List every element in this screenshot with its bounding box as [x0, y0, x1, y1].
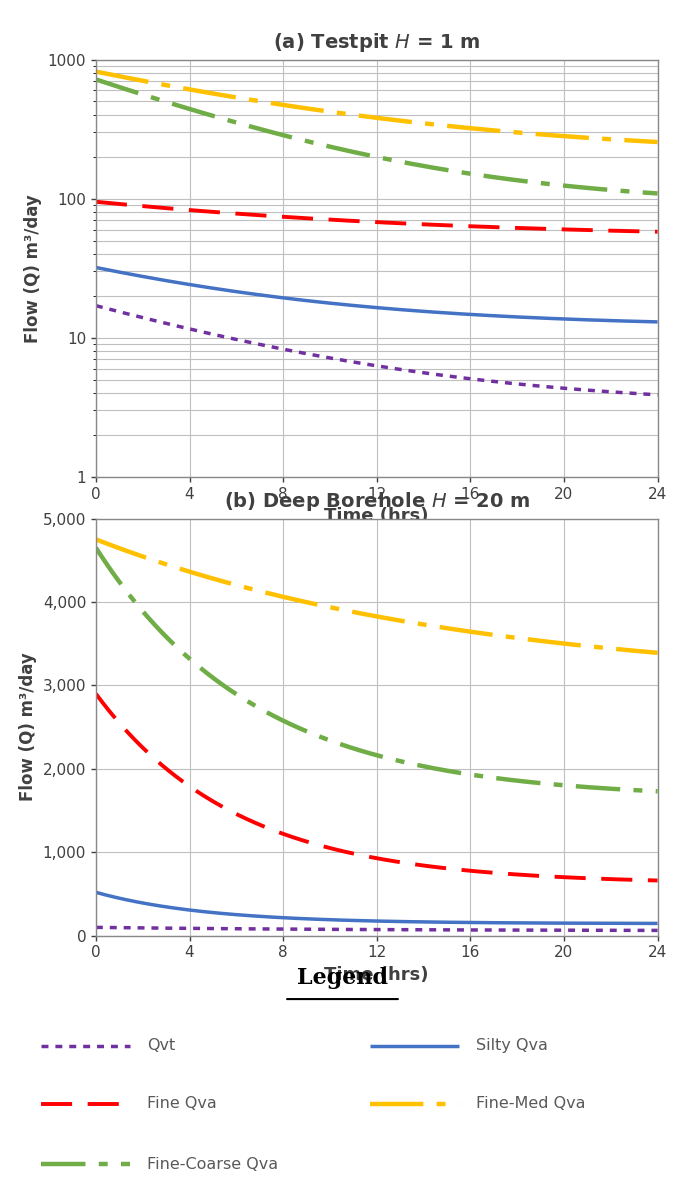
Text: Fine-Med Qva: Fine-Med Qva	[476, 1097, 586, 1111]
Y-axis label: Flow (Q) m³/day: Flow (Q) m³/day	[19, 653, 37, 801]
Y-axis label: Flow (Q) m³/day: Flow (Q) m³/day	[24, 194, 42, 342]
Text: Legend: Legend	[297, 967, 388, 988]
Text: Silty Qva: Silty Qva	[476, 1038, 548, 1053]
X-axis label: Time (hrs): Time (hrs)	[325, 966, 429, 985]
Text: Fine Qva: Fine Qva	[147, 1097, 217, 1111]
Text: Fine-Coarse Qva: Fine-Coarse Qva	[147, 1156, 278, 1172]
Title: (b) Deep Borehole $\mathit{H}$ = 20 m: (b) Deep Borehole $\mathit{H}$ = 20 m	[223, 490, 530, 514]
Title: (a) Testpit $\mathit{H}$ = 1 m: (a) Testpit $\mathit{H}$ = 1 m	[273, 31, 481, 55]
X-axis label: Time (hrs): Time (hrs)	[325, 507, 429, 526]
Text: Qvt: Qvt	[147, 1038, 175, 1053]
